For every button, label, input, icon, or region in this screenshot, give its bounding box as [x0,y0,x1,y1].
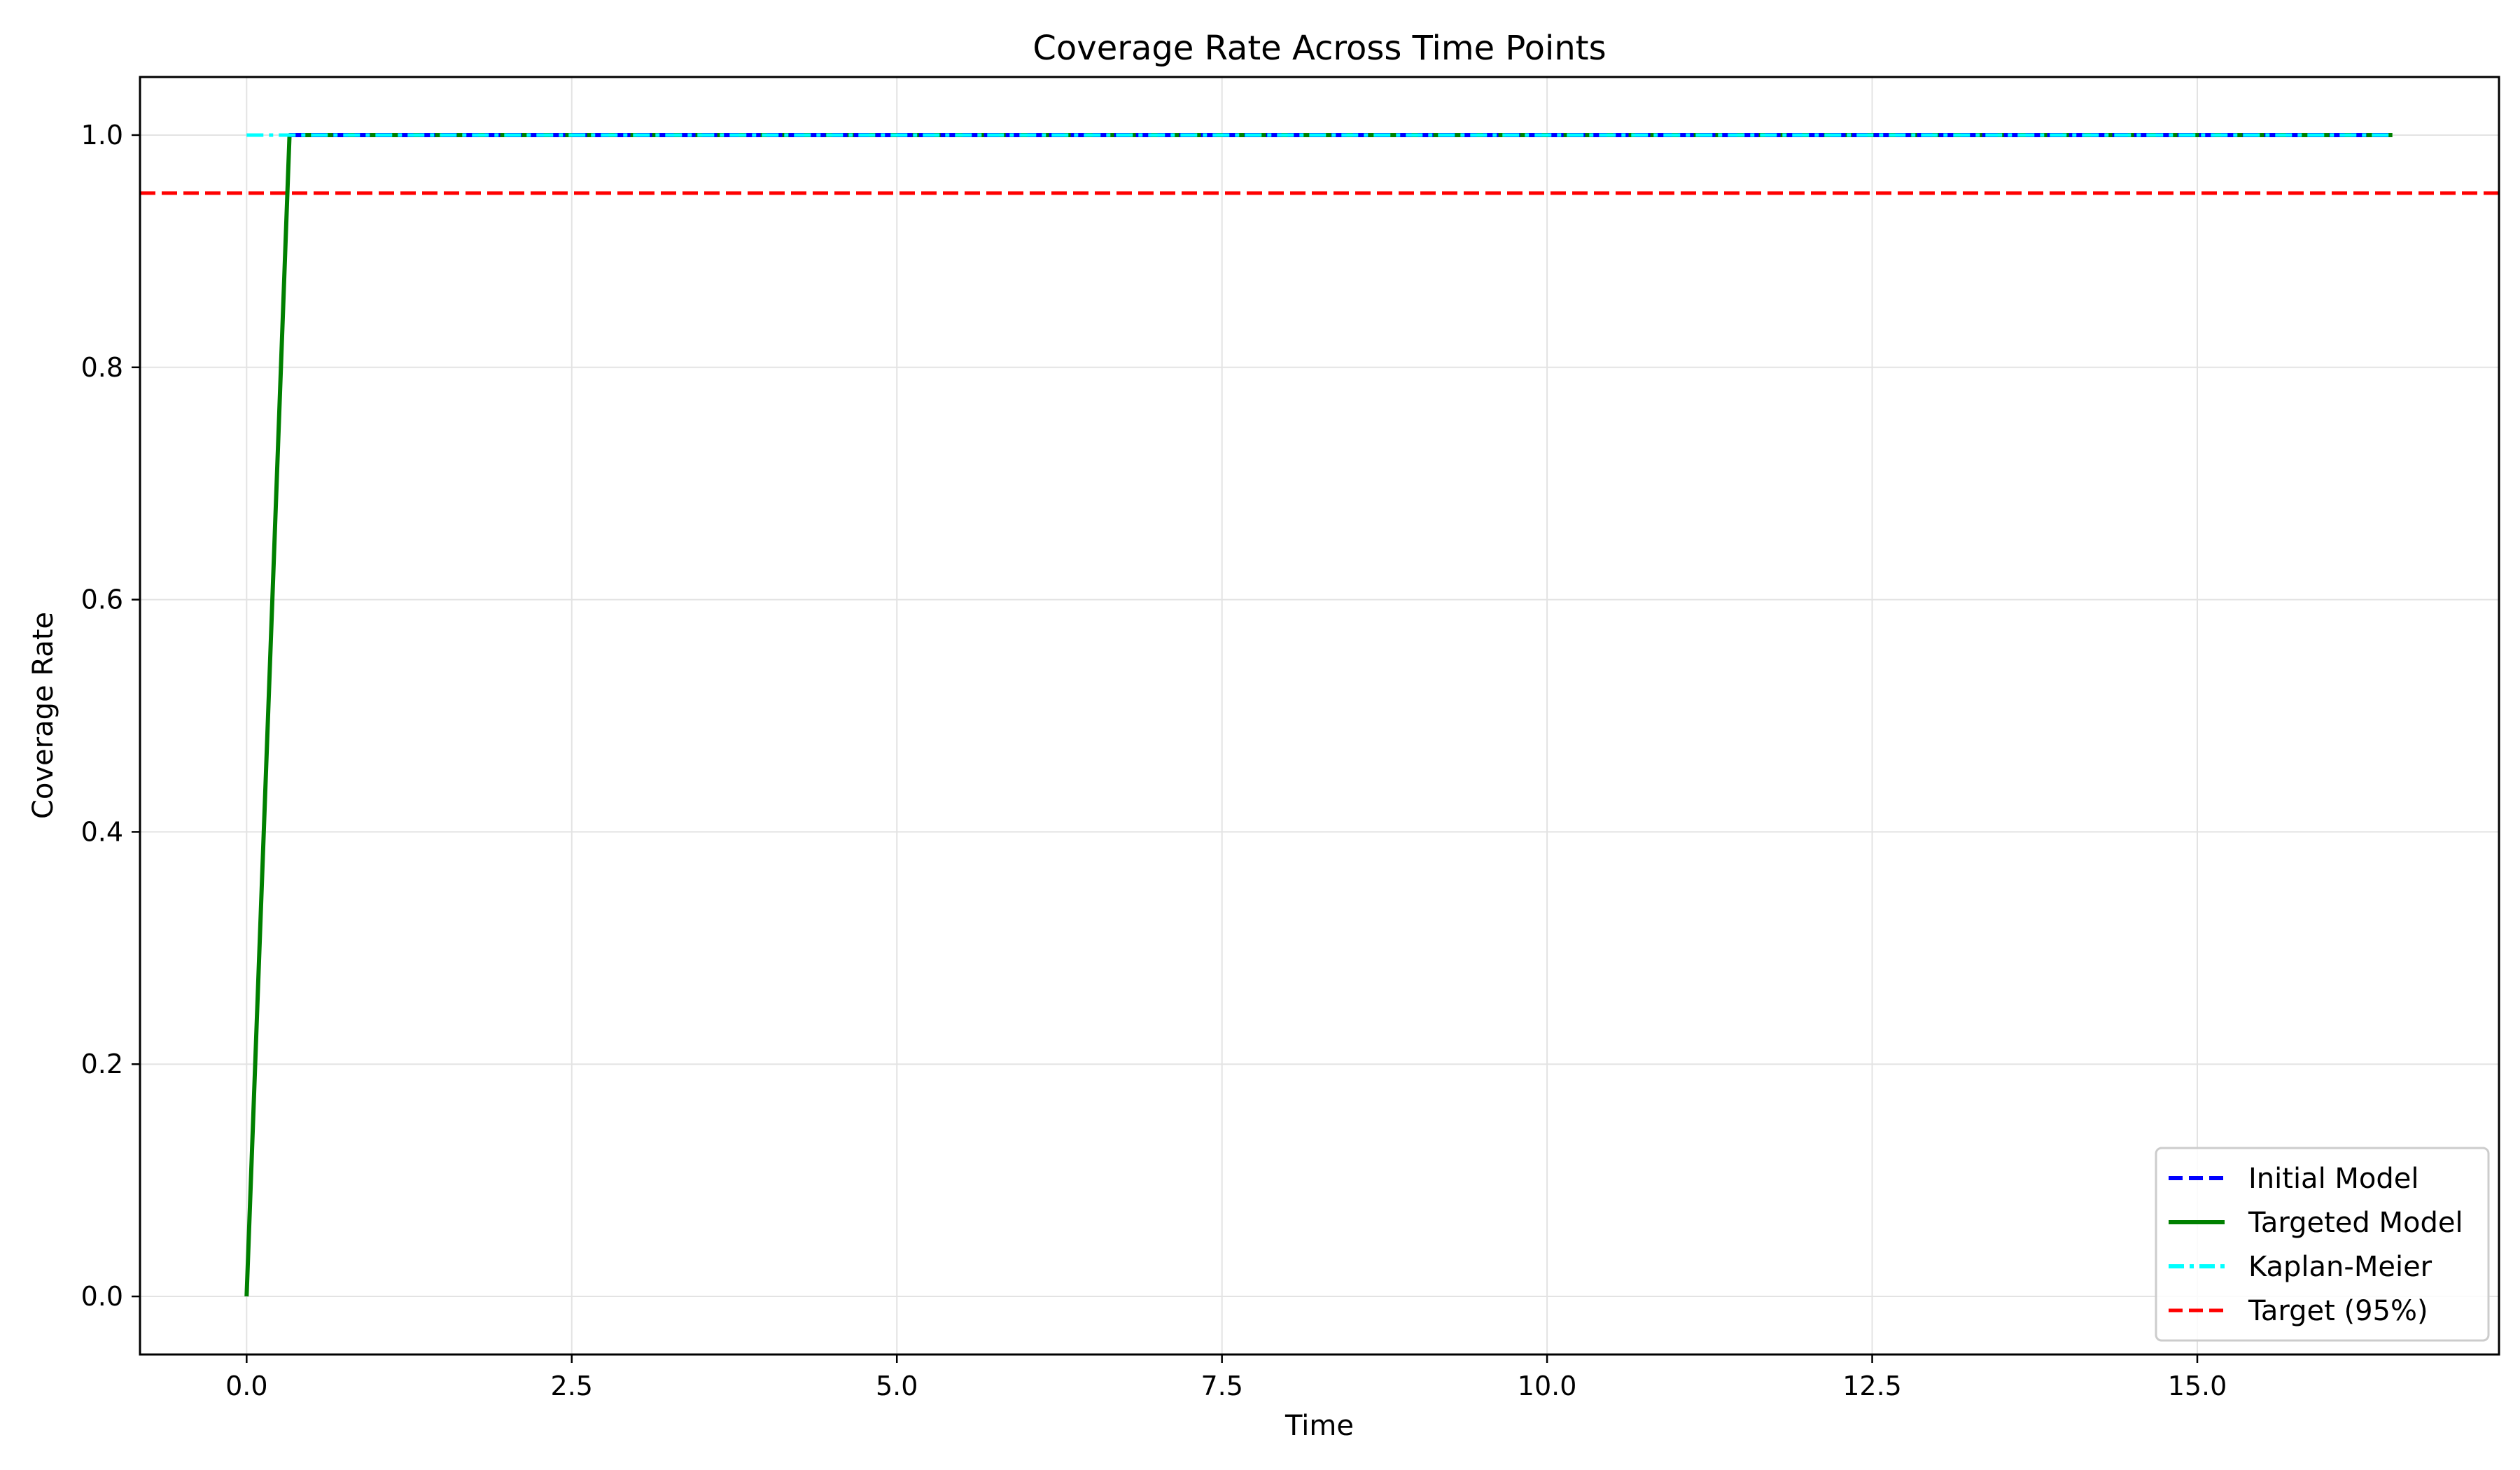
x-tick-label: 10.0 [1518,1371,1577,1401]
y-tick-label: 0.6 [81,584,123,615]
x-axis-ticks: 0.0 2.5 5.0 7.5 10.0 12.5 15.0 [225,1354,2227,1401]
legend-label: Targeted Model [2248,1207,2463,1239]
legend-item-target: Target (95%) [2169,1295,2428,1327]
plot-lines [140,133,2499,1297]
x-tick-label: 15.0 [2168,1371,2227,1401]
legend: Initial Model Targeted Model Kaplan-Meier T… [2155,1147,2490,1342]
legend-label: Target (95%) [2248,1295,2428,1327]
legend-item-kaplan-meier: Kaplan-Meier [2169,1251,2432,1283]
y-axis-title: Coverage Rate [27,612,59,819]
y-tick-label: 0.8 [81,352,123,383]
y-tick-label: 1.0 [81,120,123,150]
y-axis-ticks: 0.0 0.2 0.4 0.6 0.8 1.0 [81,120,140,1312]
x-tick-label: 5.0 [876,1371,918,1401]
legend-box [2155,1147,2490,1342]
x-tick-label: 12.5 [1842,1371,1902,1401]
legend-item-targeted-model: Targeted Model [2169,1207,2463,1239]
legend-label: Initial Model [2248,1163,2419,1195]
plot-frame [139,76,2500,1356]
y-tick-label: 0.0 [81,1281,123,1312]
legend-label: Kaplan-Meier [2248,1251,2432,1283]
y-tick-label: 0.2 [81,1049,123,1079]
x-axis-title: Time [1284,1410,1354,1442]
y-tick-label: 0.4 [81,816,123,847]
x-tick-label: 0.0 [225,1371,267,1401]
x-tick-label: 7.5 [1200,1371,1242,1401]
legend-item-initial-model: Initial Model [2169,1163,2419,1195]
chart-title: Coverage Rate Across Time Points [1032,29,1606,68]
x-tick-label: 2.5 [551,1371,593,1401]
